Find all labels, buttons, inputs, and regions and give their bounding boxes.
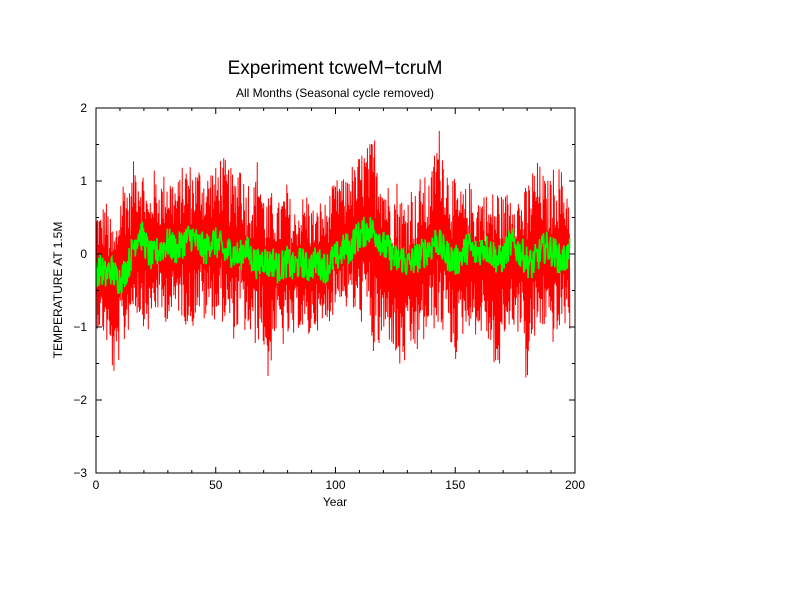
y-axis: −3 −2 −1 0 1 2 [73, 101, 575, 480]
y-axis-label: TEMPERATURE AT 1.5M [51, 222, 65, 359]
series-layer [96, 130, 571, 378]
x-axis-label: Year [323, 495, 347, 509]
y-tick-label: 0 [80, 247, 87, 261]
chart-subtitle: All Months (Seasonal cycle removed) [236, 86, 434, 100]
x-tick-label: 200 [565, 478, 585, 492]
y-tick-label: −2 [73, 393, 87, 407]
series-smoothed-anomaly [96, 216, 571, 296]
chart-title: Experiment tcweM−tcruM [228, 58, 443, 79]
x-tick-label: 150 [445, 478, 465, 492]
y-tick-label: −3 [73, 466, 87, 480]
y-tick-label: −1 [73, 320, 87, 334]
x-tick-label: 50 [209, 478, 223, 492]
x-tick-label: 0 [93, 478, 100, 492]
y-tick-label: 2 [80, 101, 87, 115]
x-tick-label: 100 [325, 478, 345, 492]
x-axis: 0 50 100 150 200 [93, 108, 585, 492]
y-tick-label: 1 [80, 174, 87, 188]
